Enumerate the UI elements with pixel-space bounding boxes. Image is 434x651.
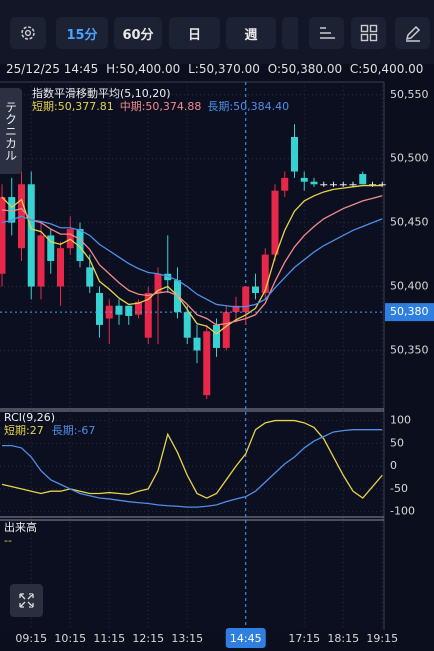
layout-button[interactable] (351, 17, 386, 49)
candle-body (203, 331, 211, 396)
candle-body (57, 248, 64, 287)
panel-title: 指数平滑移動平均(5,10,20) (32, 86, 171, 100)
candle-body (252, 286, 259, 293)
candle-body (76, 229, 84, 261)
high: H:50,400.00 (106, 62, 181, 76)
draw-button[interactable] (395, 17, 430, 49)
candle-body (271, 190, 279, 255)
plot-area (0, 82, 384, 630)
candle-body (66, 229, 74, 249)
y-tick-label: 50,550 (390, 88, 429, 101)
candle-body (320, 184, 328, 186)
candle-body (115, 305, 123, 315)
legend-entry: 短期:27 (4, 423, 44, 437)
y-tick-label: 100 (390, 414, 411, 427)
candle-body (144, 292, 152, 338)
candle-body (261, 254, 269, 293)
candle-body (96, 292, 103, 325)
legend-entry: -- (4, 534, 12, 547)
rci-line (2, 429, 383, 508)
candle-body (349, 184, 357, 186)
settings-button[interactable] (10, 17, 46, 49)
candle-body (135, 301, 142, 315)
candle-body (359, 174, 367, 185)
legend-entry: 短期:50,377.81 (32, 99, 114, 113)
legend-entry: 長期:50,384.40 (207, 100, 289, 113)
candle-body (27, 184, 35, 287)
ohlc-info: 25/12/25 14:45 H:50,400.00 L:50,370.00 O… (6, 62, 427, 76)
close: C:50,400.00 (349, 62, 424, 76)
y-tick-label: 50,400 (390, 280, 429, 293)
ma-line (1, 195, 383, 326)
open: O:50,380.00 (267, 62, 343, 76)
expand-button[interactable] (10, 584, 43, 617)
legend-entry: 中期:50,374.88 (120, 100, 202, 113)
y-tick-label: 0 (390, 459, 397, 472)
datetime: 25/12/25 14:45 (6, 62, 99, 76)
interval-button[interactable]: 週 (226, 17, 276, 49)
rci-line (1, 419, 383, 499)
technical-tab[interactable]: テクニカル (0, 88, 22, 174)
candle-body (369, 184, 376, 186)
candle-body (164, 273, 172, 281)
interval-button[interactable] (282, 17, 298, 49)
candle-body (37, 235, 45, 287)
candle-body (8, 197, 16, 223)
y-tick-label: 50,500 (390, 152, 429, 165)
x-tick-label: 12:15 (132, 632, 164, 645)
candle-body (300, 177, 308, 182)
candle-body (242, 286, 250, 313)
candle-body (47, 235, 55, 261)
y-tick-label: 50,450 (390, 216, 429, 229)
ma-line (1, 215, 383, 308)
crosshair-time-box (225, 628, 266, 648)
list-button[interactable] (309, 17, 344, 49)
x-tick-label: 11:15 (93, 632, 125, 645)
toolbar: 15分 60分 日 週 (0, 0, 434, 64)
candle-body (330, 184, 337, 186)
candle-body (86, 267, 94, 287)
candle-body (339, 184, 347, 186)
candle-body (125, 305, 133, 316)
crosshair-price-box (385, 303, 434, 322)
candle-body (232, 305, 240, 313)
interval-button[interactable]: 15分 (56, 17, 108, 49)
x-tick-label: 17:15 (288, 632, 320, 645)
x-tick-label: 18:15 (327, 632, 359, 645)
x-tick-label: 10:15 (54, 632, 86, 645)
candle-body (105, 305, 113, 319)
y-tick-label: -100 (390, 505, 415, 518)
candle-body (213, 324, 220, 348)
low: L:50,370.00 (188, 62, 260, 76)
x-tick-label: 13:15 (171, 632, 203, 645)
interval-button[interactable]: 日 (169, 17, 220, 49)
candle-body (174, 280, 181, 313)
x-tick-label: 14:45 (230, 632, 262, 645)
candle-body (291, 136, 298, 172)
panel-title: 出来高 (4, 520, 37, 534)
candle-body (0, 197, 6, 274)
legend-entry: 長期:-67 (52, 424, 96, 437)
y-tick-label: 50 (390, 436, 404, 449)
candle-body (378, 184, 386, 186)
ma-line (1, 184, 383, 335)
candle-body (183, 312, 191, 338)
y-tick-label: -50 (390, 482, 408, 495)
y-tick-label: 50,350 (390, 343, 429, 356)
interval-button[interactable]: 60分 (114, 17, 162, 49)
candle-body (222, 312, 230, 348)
candle-body (18, 184, 25, 249)
crosshair-price-label: 50,380 (390, 305, 429, 318)
x-tick-label: 19:15 (366, 632, 398, 645)
candle-body (154, 273, 162, 293)
candle-body (310, 181, 318, 185)
panel-title: RCI(9,26) (4, 411, 55, 424)
x-tick-label: 09:15 (15, 632, 47, 645)
candle-body (193, 337, 201, 351)
expand-icon (19, 593, 34, 608)
candle-body (281, 177, 289, 191)
